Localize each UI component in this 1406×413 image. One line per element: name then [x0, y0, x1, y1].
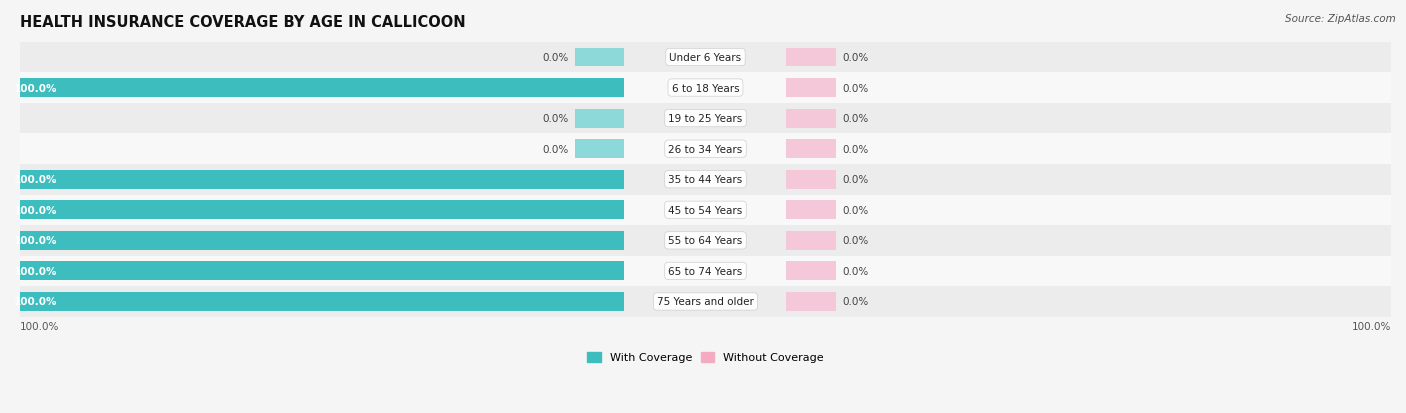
Bar: [20, 287, 1391, 317]
Text: 35 to 44 Years: 35 to 44 Years: [668, 175, 742, 185]
Text: 0.0%: 0.0%: [842, 297, 869, 307]
Bar: [575, 109, 624, 128]
Bar: [575, 48, 624, 67]
Text: 0.0%: 0.0%: [842, 266, 869, 276]
Bar: [1, 262, 624, 281]
Bar: [1, 292, 624, 311]
Bar: [20, 73, 1391, 104]
Text: 100.0%: 100.0%: [14, 297, 58, 307]
Text: 0.0%: 0.0%: [842, 144, 869, 154]
Bar: [786, 231, 837, 250]
Bar: [20, 43, 1391, 73]
Bar: [786, 292, 837, 311]
Text: 0.0%: 0.0%: [842, 114, 869, 124]
Legend: With Coverage, Without Coverage: With Coverage, Without Coverage: [583, 347, 828, 367]
Bar: [786, 109, 837, 128]
Text: HEALTH INSURANCE COVERAGE BY AGE IN CALLICOON: HEALTH INSURANCE COVERAGE BY AGE IN CALL…: [20, 15, 465, 30]
Text: 0.0%: 0.0%: [543, 114, 568, 124]
Bar: [20, 256, 1391, 287]
Bar: [20, 104, 1391, 134]
Bar: [1, 170, 624, 189]
Text: 100.0%: 100.0%: [14, 175, 58, 185]
Text: 55 to 64 Years: 55 to 64 Years: [668, 236, 742, 246]
Text: 45 to 54 Years: 45 to 54 Years: [668, 205, 742, 215]
Text: 100.0%: 100.0%: [14, 266, 58, 276]
Bar: [20, 225, 1391, 256]
Text: 100.0%: 100.0%: [14, 83, 58, 93]
Text: 0.0%: 0.0%: [842, 175, 869, 185]
Text: 100.0%: 100.0%: [1351, 321, 1391, 331]
Text: 100.0%: 100.0%: [14, 236, 58, 246]
Bar: [20, 195, 1391, 225]
Text: Source: ZipAtlas.com: Source: ZipAtlas.com: [1285, 14, 1396, 24]
Text: 65 to 74 Years: 65 to 74 Years: [668, 266, 742, 276]
Bar: [1, 231, 624, 250]
Bar: [20, 164, 1391, 195]
Bar: [786, 140, 837, 159]
Bar: [1, 201, 624, 220]
Text: 0.0%: 0.0%: [842, 236, 869, 246]
Bar: [786, 48, 837, 67]
Text: 100.0%: 100.0%: [14, 205, 58, 215]
Text: 0.0%: 0.0%: [543, 53, 568, 63]
Text: 75 Years and older: 75 Years and older: [657, 297, 754, 307]
Text: 0.0%: 0.0%: [842, 53, 869, 63]
Bar: [786, 79, 837, 98]
Bar: [786, 201, 837, 220]
Bar: [786, 170, 837, 189]
Text: 0.0%: 0.0%: [543, 144, 568, 154]
Text: 6 to 18 Years: 6 to 18 Years: [672, 83, 740, 93]
Text: 0.0%: 0.0%: [842, 205, 869, 215]
Bar: [575, 140, 624, 159]
Bar: [786, 262, 837, 281]
Text: 0.0%: 0.0%: [842, 83, 869, 93]
Bar: [1, 79, 624, 98]
Text: Under 6 Years: Under 6 Years: [669, 53, 741, 63]
Text: 100.0%: 100.0%: [20, 321, 59, 331]
Text: 19 to 25 Years: 19 to 25 Years: [668, 114, 742, 124]
Bar: [20, 134, 1391, 164]
Text: 26 to 34 Years: 26 to 34 Years: [668, 144, 742, 154]
